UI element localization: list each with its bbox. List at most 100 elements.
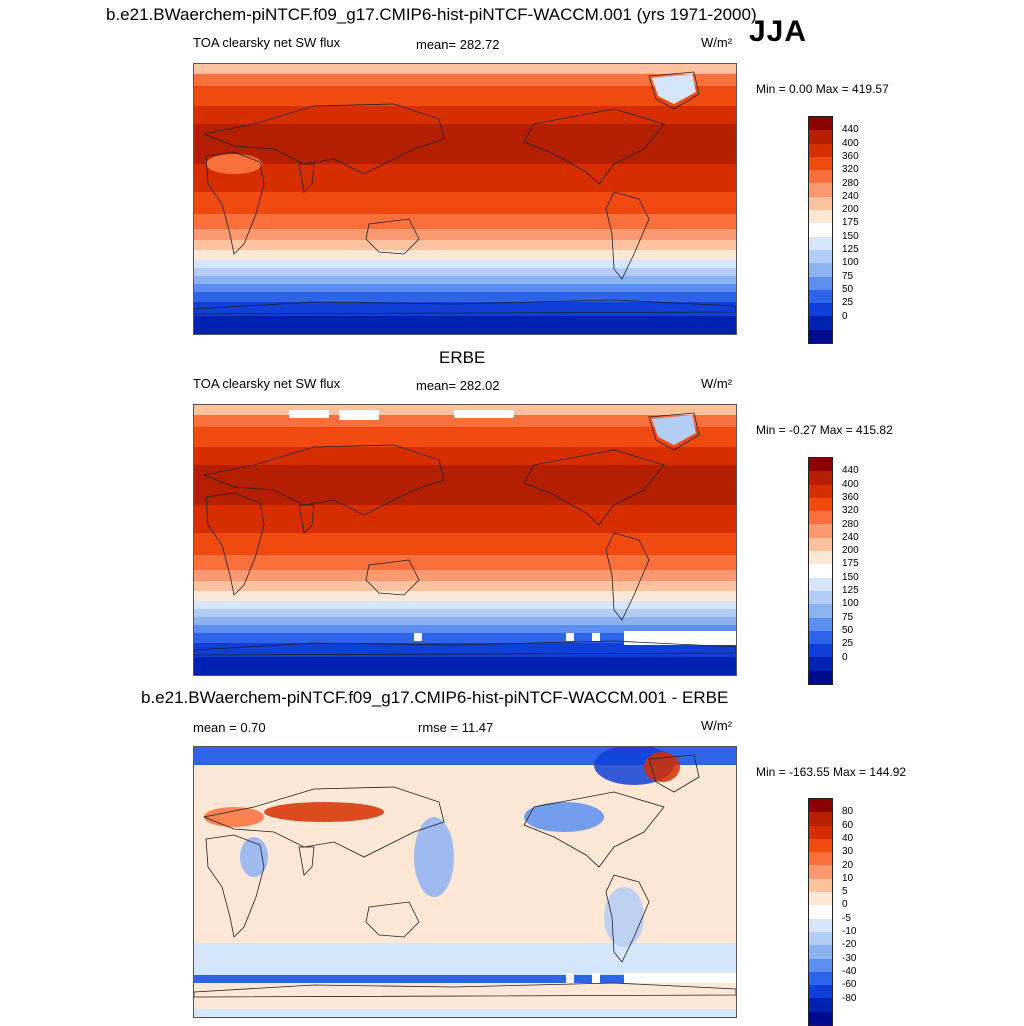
colorbar-tick-label: 400 [842,478,859,490]
colorbar-cell [809,670,832,685]
colorbar-tick-label: 75 [842,611,854,623]
colorbar-cell [809,865,832,879]
coastline [648,754,700,793]
map-band [194,533,736,555]
anomaly-patch [204,807,264,827]
panel1-map-canvas [194,64,736,334]
colorbar-tick-label: 100 [842,598,859,610]
map-band [194,625,736,633]
coastline [298,504,315,534]
colorbar-tick-label: 440 [842,465,859,477]
colorbar-cell [809,471,832,485]
map-band [194,74,736,86]
colorbar-cell [809,170,832,184]
colorbar-cell [809,812,832,826]
colorbar-cell [809,825,832,839]
map-band [194,765,736,943]
missing-data [454,410,514,418]
map-band [194,1009,736,1017]
sahara-patch [206,154,262,174]
colorbar-cell [809,484,832,498]
panel3-colorbar [808,798,833,1026]
panel1-mean-label: mean= 282.72 [416,37,500,52]
greenland-patch [652,74,696,104]
panel1-minmax: Min = 0.00 Max = 419.57 [756,82,889,96]
anomaly-patch [240,837,268,877]
colorbar-tick-label: 30 [842,846,854,858]
panel3-unit-label: W/m² [701,718,733,733]
colorbar-cell [809,617,832,631]
panel3-map [193,746,737,1018]
colorbar-cell [809,537,832,552]
colorbar-tick-label: 10 [842,872,854,884]
colorbar-tick-label: 125 [842,244,859,255]
missing-data [566,633,574,641]
colorbar-cell [809,998,832,1012]
colorbar-cell [809,210,832,224]
map-band [194,316,736,334]
coastline [605,874,650,963]
anomaly-patch [604,887,644,947]
missing-data [624,631,736,645]
map-band [194,106,736,124]
map-band [194,250,736,260]
colorbar-tick-label: 200 [842,204,859,216]
panel3-mean-label: mean = 0.70 [193,720,266,735]
colorbar-cell [809,329,832,344]
colorbar-tick-label: 320 [842,164,859,176]
colorbar-tick-label: 150 [842,230,859,242]
panel2-mean-label: mean= 282.02 [416,378,500,393]
colorbar-cell [809,289,832,304]
colorbar-cell [809,303,832,317]
missing-data [414,633,422,641]
map-band [194,284,736,292]
colorbar-tick-label: -20 [842,939,857,951]
colorbar-cell [809,130,832,144]
colorbar-cell [809,971,832,986]
map-band [194,292,736,302]
map-band [194,415,736,427]
map-band [194,192,736,214]
coastline [605,532,650,621]
colorbar-cell [809,958,832,972]
colorbar-cell [809,249,832,264]
colorbar-tick-label: 60 [842,819,854,831]
colorbar-cell [809,117,832,131]
map-band [194,447,736,465]
colorbar-tick-label: 125 [842,585,859,596]
map-band [194,427,736,447]
map-band [194,260,736,268]
greenland-patch [652,415,696,445]
colorbar-tick-label: 100 [842,257,859,269]
colorbar-cell [809,564,832,578]
map-band [194,570,736,581]
panel3-map-canvas [194,747,736,1017]
colorbar-cell [809,590,832,605]
colorbar-cell [809,236,832,250]
map-band [194,581,736,591]
colorbar-cell [809,577,832,591]
southern-ocean-band [194,975,736,983]
colorbar-cell [809,551,832,565]
colorbar-tick-label: 400 [842,137,859,149]
colorbar-cell [809,852,832,866]
coastline [194,640,736,656]
colorbar-cell [809,918,832,932]
colorbar-tick-label: 25 [842,297,854,309]
coastline [298,846,315,876]
missing-data [592,633,600,641]
season-label: JJA [749,15,808,48]
colorbar-cell [809,945,832,959]
anomaly-patch [264,802,384,822]
coastline [523,108,665,185]
map-band [194,164,736,192]
colorbar-cell [809,156,832,171]
colorbar-cell [809,604,832,618]
colorbar-cell [809,524,832,538]
missing-data [566,973,574,983]
panel1-map [193,63,737,335]
colorbar-tick-label: -5 [842,912,851,924]
coastline [648,412,700,451]
main-title: b.e21.BWaerchem-piNTCF.f09_g17.CMIP6-his… [106,5,757,24]
coastline [365,901,420,938]
